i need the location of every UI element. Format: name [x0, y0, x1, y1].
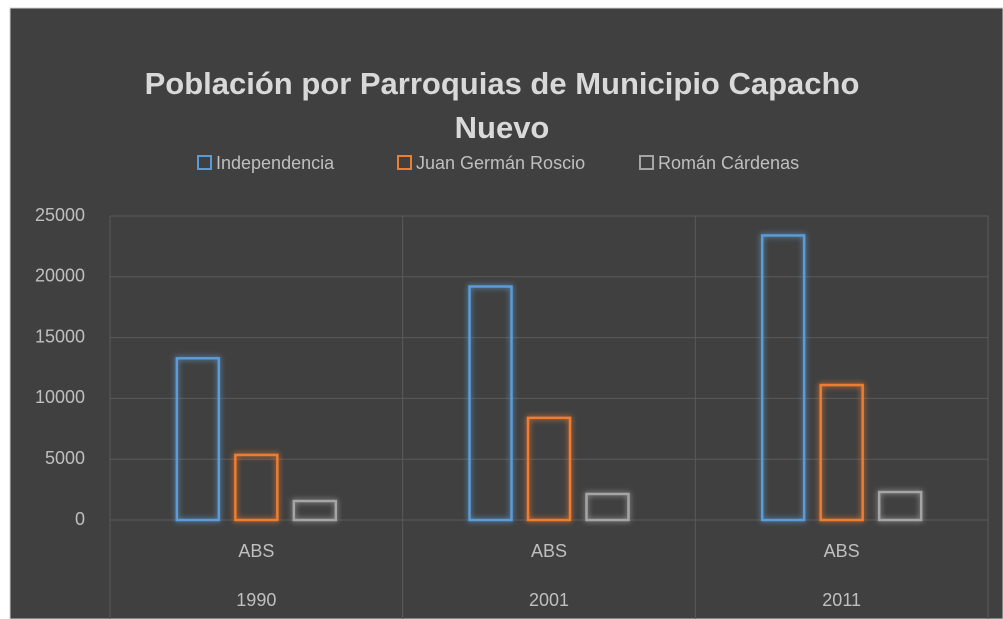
legend: Independencia Juan Germán Roscio Román Cár…: [197, 153, 799, 173]
bar: [819, 383, 864, 522]
legend-label: Román Cárdenas: [658, 153, 799, 173]
x-tick-label: ABS: [824, 541, 860, 561]
bar: [760, 234, 806, 522]
legend-label: Independencia: [216, 153, 335, 173]
bar: [292, 499, 338, 522]
bar: [468, 285, 513, 522]
y-tick-label: 10000: [35, 387, 85, 407]
bar: [175, 357, 221, 522]
y-tick-label: 15000: [35, 326, 85, 346]
y-tick-label: 0: [75, 509, 85, 529]
chart-title: Nuevo: [455, 110, 550, 145]
legend-label: Juan Germán Roscio: [416, 153, 585, 173]
x-group-label: 1990: [236, 590, 276, 610]
legend-swatch: [197, 155, 212, 170]
bar: [526, 416, 572, 522]
bar: [585, 492, 630, 522]
bar: [877, 490, 923, 522]
legend-swatch: [639, 155, 654, 170]
y-tick-label: 5000: [45, 448, 85, 468]
legend-swatch: [397, 155, 412, 170]
chart-background: [9, 7, 1003, 619]
chart-title: Población por Parroquias de Municipio Ca…: [145, 66, 860, 101]
x-group-label: 2011: [822, 590, 861, 610]
y-tick-label: 25000: [35, 205, 85, 225]
x-tick-label: ABS: [238, 541, 274, 561]
y-tick-label: 20000: [35, 266, 85, 286]
x-tick-label: ABS: [531, 541, 567, 561]
bar: [234, 453, 279, 522]
x-group-label: 2001: [529, 590, 569, 610]
